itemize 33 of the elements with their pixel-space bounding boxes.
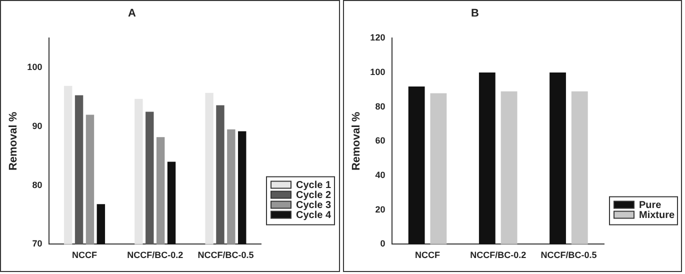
y-tick-label: 80 [32, 180, 42, 190]
legend-label: Cycle 2 [296, 190, 332, 201]
legend-label: Pure [638, 200, 662, 211]
y-tick-label: 80 [374, 101, 385, 112]
x-tick-label: NCCF/BC-0.2 [470, 250, 526, 260]
y-axis-title: Removal % [350, 112, 362, 171]
bar [430, 93, 446, 244]
y-tick-label: 60 [374, 136, 385, 146]
legend-label: Mixture [638, 210, 674, 221]
y-tick-label: 100 [27, 62, 42, 72]
legend-label: Cycle 4 [296, 210, 332, 221]
y-tick-label: 100 [370, 67, 385, 78]
x-tick-label: NCCF [72, 250, 98, 260]
chart-title: A [128, 8, 136, 20]
y-tick-label: 0 [380, 238, 385, 249]
bar [500, 91, 517, 244]
bar [478, 72, 495, 244]
y-tick-label: 20 [374, 204, 385, 214]
bar [549, 72, 566, 244]
x-tick-label: NCCF/BC-0.2 [127, 250, 184, 260]
chart-title: B [470, 8, 479, 20]
x-tick-label: NCCF/BC-0.5 [198, 250, 254, 260]
x-tick-label: NCCF/BC-0.5 [540, 250, 596, 260]
y-tick-label: 70 [32, 238, 42, 249]
legend-label: Cycle 3 [296, 200, 332, 211]
y-tick-label: 40 [374, 170, 385, 180]
bar [570, 91, 588, 244]
bar [408, 86, 424, 244]
legend-label: Cycle 1 [296, 180, 332, 191]
y-tick-label: 120 [370, 32, 385, 43]
y-tick-label: 90 [32, 120, 42, 131]
x-tick-label: NCCF [414, 250, 440, 260]
y-axis-title: Removal % [8, 112, 20, 171]
